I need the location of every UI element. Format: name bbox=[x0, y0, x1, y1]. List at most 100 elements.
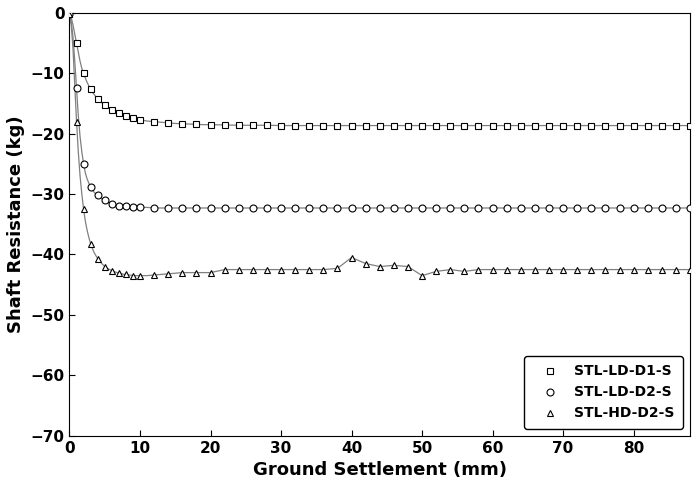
STL-LD-D1-S bbox=[629, 122, 638, 128]
STL-LD-D2-S bbox=[376, 205, 384, 211]
STL-HD-D2-S bbox=[418, 273, 427, 278]
STL-LD-D2-S bbox=[573, 205, 581, 211]
STL-HD-D2-S bbox=[192, 270, 201, 276]
STL-HD-D2-S bbox=[115, 270, 123, 276]
STL-HD-D2-S bbox=[220, 267, 229, 273]
STL-HD-D2-S bbox=[432, 268, 441, 274]
STL-LD-D1-S bbox=[615, 122, 624, 128]
STL-LD-D1-S bbox=[530, 122, 539, 128]
STL-LD-D1-S bbox=[643, 122, 652, 128]
STL-HD-D2-S bbox=[136, 273, 144, 278]
STL-LD-D2-S bbox=[489, 205, 497, 211]
STL-LD-D2-S bbox=[178, 205, 187, 211]
STL-LD-D2-S bbox=[115, 203, 123, 208]
STL-LD-D2-S bbox=[122, 203, 130, 209]
STL-HD-D2-S bbox=[446, 267, 454, 273]
STL-LD-D1-S bbox=[129, 115, 137, 121]
STL-LD-D2-S bbox=[277, 205, 285, 211]
STL-LD-D1-S bbox=[446, 122, 454, 128]
STL-LD-D2-S bbox=[263, 205, 271, 211]
STL-LD-D1-S bbox=[672, 122, 680, 128]
STL-LD-D1-S bbox=[545, 122, 553, 128]
STL-HD-D2-S bbox=[475, 267, 483, 273]
STL-LD-D1-S bbox=[390, 122, 398, 128]
STL-HD-D2-S bbox=[178, 270, 187, 276]
STL-HD-D2-S bbox=[516, 267, 525, 273]
STL-LD-D2-S bbox=[516, 205, 525, 211]
STL-HD-D2-S bbox=[249, 267, 257, 273]
STL-LD-D2-S bbox=[333, 205, 342, 211]
STL-LD-D2-S bbox=[107, 201, 116, 207]
STL-LD-D1-S bbox=[291, 122, 299, 128]
STL-LD-D1-S bbox=[516, 122, 525, 128]
STL-LD-D2-S bbox=[206, 205, 215, 211]
STL-LD-D1-S bbox=[319, 122, 328, 128]
STL-LD-D1-S bbox=[136, 117, 144, 123]
STL-LD-D2-S bbox=[164, 205, 172, 211]
STL-LD-D1-S bbox=[602, 122, 610, 128]
STL-LD-D1-S bbox=[418, 122, 427, 128]
STL-LD-D2-S bbox=[319, 205, 328, 211]
STL-LD-D1-S bbox=[93, 96, 102, 102]
STL-LD-D1-S bbox=[503, 122, 511, 128]
STL-LD-D2-S bbox=[220, 205, 229, 211]
STL-LD-D2-S bbox=[291, 205, 299, 211]
STL-HD-D2-S bbox=[277, 267, 285, 273]
STL-LD-D1-S bbox=[263, 122, 271, 128]
STL-HD-D2-S bbox=[319, 267, 328, 273]
STL-LD-D1-S bbox=[333, 122, 342, 128]
STL-LD-D2-S bbox=[362, 205, 370, 211]
STL-LD-D2-S bbox=[390, 205, 398, 211]
STL-HD-D2-S bbox=[460, 268, 468, 274]
STL-LD-D2-S bbox=[347, 205, 355, 211]
STL-LD-D2-S bbox=[503, 205, 511, 211]
STL-LD-D1-S bbox=[686, 122, 694, 128]
STL-HD-D2-S bbox=[150, 272, 158, 278]
STL-LD-D1-S bbox=[305, 122, 314, 128]
STL-LD-D1-S bbox=[573, 122, 581, 128]
STL-HD-D2-S bbox=[107, 268, 116, 274]
STL-HD-D2-S bbox=[376, 263, 384, 269]
STL-LD-D2-S bbox=[418, 205, 427, 211]
STL-HD-D2-S bbox=[122, 272, 130, 278]
STL-LD-D1-S bbox=[66, 11, 74, 17]
STL-LD-D2-S bbox=[129, 204, 137, 209]
STL-HD-D2-S bbox=[263, 267, 271, 273]
STL-HD-D2-S bbox=[658, 267, 666, 273]
STL-LD-D2-S bbox=[672, 205, 680, 211]
STL-LD-D2-S bbox=[305, 205, 314, 211]
STL-LD-D2-S bbox=[249, 205, 257, 211]
STL-HD-D2-S bbox=[206, 270, 215, 276]
STL-LD-D1-S bbox=[72, 40, 81, 46]
STL-LD-D1-S bbox=[86, 86, 95, 92]
STL-LD-D1-S bbox=[489, 122, 497, 128]
STL-LD-D1-S bbox=[376, 122, 384, 128]
STL-LD-D2-S bbox=[150, 205, 158, 211]
STL-HD-D2-S bbox=[79, 206, 88, 212]
STL-HD-D2-S bbox=[503, 267, 511, 273]
STL-LD-D1-S bbox=[587, 122, 595, 128]
STL-LD-D1-S bbox=[107, 107, 116, 113]
STL-LD-D1-S bbox=[362, 122, 370, 128]
STL-LD-D2-S bbox=[79, 161, 88, 167]
STL-HD-D2-S bbox=[72, 119, 81, 124]
STL-LD-D1-S bbox=[277, 122, 285, 128]
STL-HD-D2-S bbox=[686, 267, 694, 273]
STL-HD-D2-S bbox=[643, 267, 652, 273]
STL-LD-D2-S bbox=[66, 11, 74, 17]
STL-LD-D1-S bbox=[347, 122, 355, 128]
STL-HD-D2-S bbox=[347, 255, 355, 260]
STL-LD-D1-S bbox=[475, 122, 483, 128]
STL-LD-D2-S bbox=[86, 184, 95, 190]
STL-HD-D2-S bbox=[291, 267, 299, 273]
STL-HD-D2-S bbox=[404, 263, 412, 269]
STL-LD-D1-S bbox=[559, 122, 567, 128]
STL-LD-D2-S bbox=[629, 205, 638, 211]
STL-LD-D2-S bbox=[404, 205, 412, 211]
STL-HD-D2-S bbox=[615, 267, 624, 273]
STL-LD-D2-S bbox=[72, 86, 81, 91]
STL-LD-D2-S bbox=[235, 205, 243, 211]
STL-LD-D2-S bbox=[643, 205, 652, 211]
STL-LD-D1-S bbox=[432, 122, 441, 128]
STL-LD-D1-S bbox=[164, 120, 172, 126]
